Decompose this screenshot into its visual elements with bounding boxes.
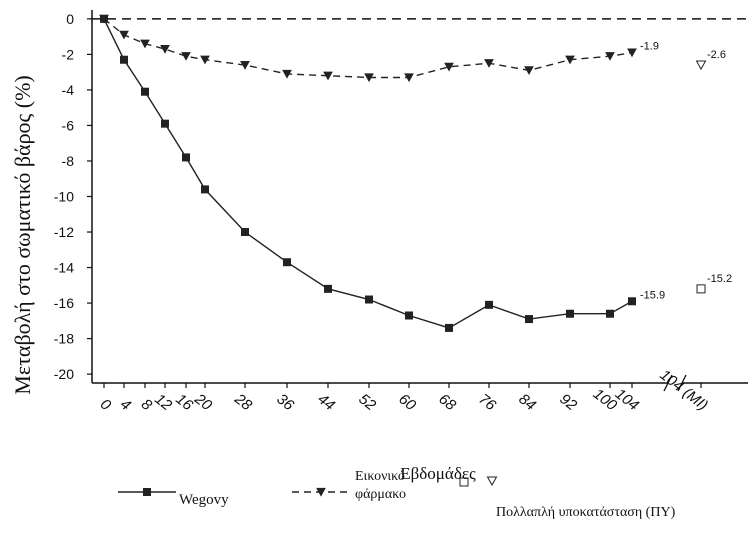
x-tick-label: 60: [395, 390, 419, 414]
wegovy-point: [241, 228, 249, 237]
axis-break-mark: [677, 374, 687, 392]
legend-wegovy-label: Wegovy: [179, 492, 229, 508]
placebo-point: [565, 55, 575, 65]
wegovy-point: [182, 153, 190, 162]
x-axis-label: Εβδομάδες: [400, 464, 476, 483]
legend-mi-label: Πολλαπλή υποκατάσταση (ΠΥ): [496, 505, 676, 520]
placebo-point: [99, 14, 109, 24]
placebo-point: [404, 73, 414, 83]
x-tick-label: 4: [117, 396, 134, 415]
wegovy-point: [628, 297, 636, 306]
wegovy-point: [405, 311, 413, 320]
x-tick-label: 8: [138, 396, 156, 415]
x-tick-label: 68: [435, 390, 459, 414]
x-tick-label: 44: [314, 390, 338, 414]
y-tick-label: -14: [54, 260, 74, 276]
legend-placebo-marker: [316, 487, 326, 497]
x-tick-label: 12: [151, 390, 175, 414]
legend-placebo-label: Εικονικό φάρμακο: [355, 469, 406, 502]
y-tick-label: -6: [62, 117, 75, 133]
wegovy-point: [141, 87, 149, 96]
legend-mi-square: [459, 477, 469, 487]
axis-break-mark: [663, 374, 673, 392]
placebo-point: [181, 52, 191, 61]
wegovy-point: [324, 284, 332, 293]
placebo-point: [140, 39, 150, 49]
wegovy-point: [283, 258, 291, 267]
mi-value-label: -2.6: [707, 49, 726, 61]
labels-layer: -15.9 -15.2 -1.9 -2.6: [640, 41, 732, 302]
placebo-mi-point: [695, 60, 707, 71]
x-tick-label: 92: [556, 390, 580, 414]
wegovy-line: [103, 18, 633, 329]
wegovy-point: [445, 323, 453, 332]
placebo-point: [605, 52, 615, 61]
placebo-point: [282, 69, 292, 79]
y-tick-label: -18: [54, 331, 74, 347]
placebo-line: [103, 18, 633, 79]
y-tick-label: -10: [54, 189, 74, 205]
y-tick-label: -16: [54, 295, 74, 311]
mi-value-label: -15.2: [707, 273, 732, 285]
wegovy-point: [201, 185, 209, 194]
legend: Wegovy Εικονικό φάρμακο Πολλαπλή υποκατάστα…: [118, 469, 676, 520]
y-tick-label: -20: [54, 366, 74, 382]
y-tick-label: -8: [62, 153, 75, 169]
placebo-point: [200, 55, 210, 65]
x-tick-label: 20: [191, 390, 216, 415]
legend-wegovy-marker: [143, 488, 151, 496]
wegovy-point: [120, 55, 128, 64]
wegovy-point: [161, 119, 169, 128]
y-tick-label: -12: [54, 224, 74, 240]
placebo-point: [444, 62, 454, 72]
wegovy-mi-point: [696, 284, 706, 294]
series-layer: [99, 14, 707, 332]
placebo-point: [484, 59, 494, 68]
end-value-label: -1.9: [640, 41, 659, 53]
placebo-point: [119, 30, 129, 40]
placebo-point: [240, 60, 250, 70]
x-tick-label: 36: [273, 390, 297, 414]
placebo-point: [160, 44, 170, 54]
wegovy-point: [485, 300, 493, 309]
wegovy-point: [365, 295, 373, 304]
end-value-label: -15.9: [640, 289, 665, 301]
y-tick-label: -4: [62, 82, 75, 98]
placebo-point: [627, 48, 637, 58]
wegovy-point: [525, 315, 533, 324]
y-axis-label: Μεταβολή στο σωματικό βάρος (%): [10, 75, 35, 394]
x-tick-label: 28: [231, 390, 256, 415]
placebo-point: [364, 73, 374, 83]
x-tick-label: 76: [475, 390, 499, 414]
x-tick-label: 104: [612, 385, 642, 414]
x-tick-label: 84: [515, 390, 539, 414]
legend-mi-triangle: [486, 476, 498, 487]
x-tick-label: 0: [97, 396, 115, 415]
placebo-point: [323, 71, 333, 81]
y-tick-label: 0: [66, 11, 74, 27]
wegovy-point: [606, 309, 614, 318]
x-tick-label: 52: [355, 390, 379, 414]
wegovy-point: [566, 309, 574, 318]
placebo-point: [524, 66, 534, 76]
y-tick-label: -2: [62, 46, 75, 62]
